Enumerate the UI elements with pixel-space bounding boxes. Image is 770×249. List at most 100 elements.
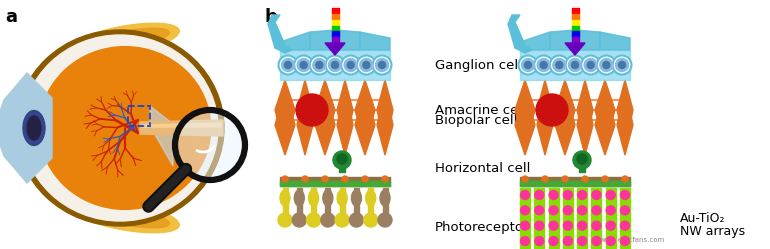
Polygon shape (275, 80, 295, 155)
Circle shape (606, 206, 615, 215)
Polygon shape (368, 188, 373, 216)
Circle shape (549, 237, 558, 246)
Ellipse shape (22, 35, 218, 221)
Polygon shape (571, 8, 578, 14)
FancyBboxPatch shape (591, 188, 601, 248)
Text: Amacrine cell: Amacrine cell (435, 104, 526, 117)
Ellipse shape (16, 30, 224, 226)
Circle shape (294, 56, 313, 74)
Circle shape (612, 56, 631, 74)
Circle shape (592, 190, 601, 199)
Polygon shape (325, 43, 345, 55)
Polygon shape (335, 30, 360, 50)
Text: a: a (5, 8, 17, 26)
Circle shape (581, 56, 600, 74)
Circle shape (296, 94, 328, 126)
Circle shape (622, 176, 628, 182)
Circle shape (524, 62, 531, 68)
Polygon shape (0, 73, 52, 183)
Circle shape (279, 56, 297, 74)
FancyBboxPatch shape (520, 177, 630, 186)
Ellipse shape (280, 190, 290, 206)
Polygon shape (537, 80, 553, 155)
Ellipse shape (81, 28, 169, 52)
Circle shape (564, 221, 572, 230)
Circle shape (535, 190, 544, 199)
Circle shape (378, 213, 392, 227)
Ellipse shape (81, 204, 169, 228)
FancyBboxPatch shape (280, 50, 390, 80)
Circle shape (621, 206, 630, 215)
FancyBboxPatch shape (563, 188, 573, 248)
Circle shape (535, 206, 544, 215)
Polygon shape (280, 32, 310, 50)
Circle shape (310, 56, 329, 74)
Circle shape (564, 237, 572, 246)
Circle shape (521, 221, 530, 230)
Circle shape (360, 59, 373, 71)
Circle shape (621, 237, 630, 246)
Polygon shape (571, 37, 578, 43)
Circle shape (335, 213, 349, 227)
Polygon shape (555, 80, 575, 155)
Circle shape (357, 56, 376, 74)
FancyBboxPatch shape (520, 181, 630, 186)
Circle shape (521, 206, 530, 215)
Polygon shape (297, 80, 313, 155)
Circle shape (175, 110, 245, 180)
Circle shape (597, 56, 616, 74)
Polygon shape (508, 15, 532, 53)
Polygon shape (332, 31, 339, 37)
Polygon shape (571, 14, 578, 20)
Circle shape (606, 221, 615, 230)
Circle shape (282, 59, 294, 71)
Polygon shape (340, 188, 345, 216)
Polygon shape (565, 43, 585, 55)
Circle shape (592, 206, 601, 215)
Circle shape (578, 221, 587, 230)
Circle shape (535, 221, 544, 230)
Circle shape (344, 59, 357, 71)
Polygon shape (577, 80, 593, 155)
Polygon shape (283, 188, 287, 216)
Circle shape (363, 62, 370, 68)
Text: Horizontal cell: Horizontal cell (435, 162, 531, 175)
Circle shape (549, 190, 558, 199)
Polygon shape (339, 162, 345, 172)
Polygon shape (600, 32, 630, 50)
Circle shape (592, 221, 601, 230)
Circle shape (571, 62, 578, 68)
Polygon shape (575, 30, 600, 50)
Circle shape (562, 176, 568, 182)
Polygon shape (360, 32, 390, 50)
Circle shape (621, 221, 630, 230)
Circle shape (537, 59, 551, 71)
Circle shape (582, 176, 588, 182)
Circle shape (573, 151, 591, 169)
Circle shape (549, 221, 558, 230)
Circle shape (534, 56, 553, 74)
Ellipse shape (27, 116, 41, 140)
Circle shape (316, 62, 323, 68)
Circle shape (382, 176, 388, 182)
Circle shape (564, 190, 572, 199)
Circle shape (606, 237, 615, 246)
Circle shape (300, 62, 307, 68)
Ellipse shape (380, 190, 390, 206)
Polygon shape (296, 188, 302, 216)
Text: Photoreceptor: Photoreceptor (435, 222, 530, 235)
Circle shape (535, 237, 544, 246)
Ellipse shape (309, 190, 319, 206)
Polygon shape (332, 37, 339, 43)
Circle shape (284, 62, 292, 68)
Ellipse shape (337, 190, 347, 206)
Circle shape (521, 237, 530, 246)
FancyBboxPatch shape (520, 188, 530, 248)
Polygon shape (310, 30, 335, 50)
Circle shape (536, 94, 568, 126)
Circle shape (564, 206, 572, 215)
Circle shape (342, 176, 348, 182)
FancyBboxPatch shape (280, 181, 390, 186)
Bar (128, 106, 150, 126)
Circle shape (578, 190, 587, 199)
